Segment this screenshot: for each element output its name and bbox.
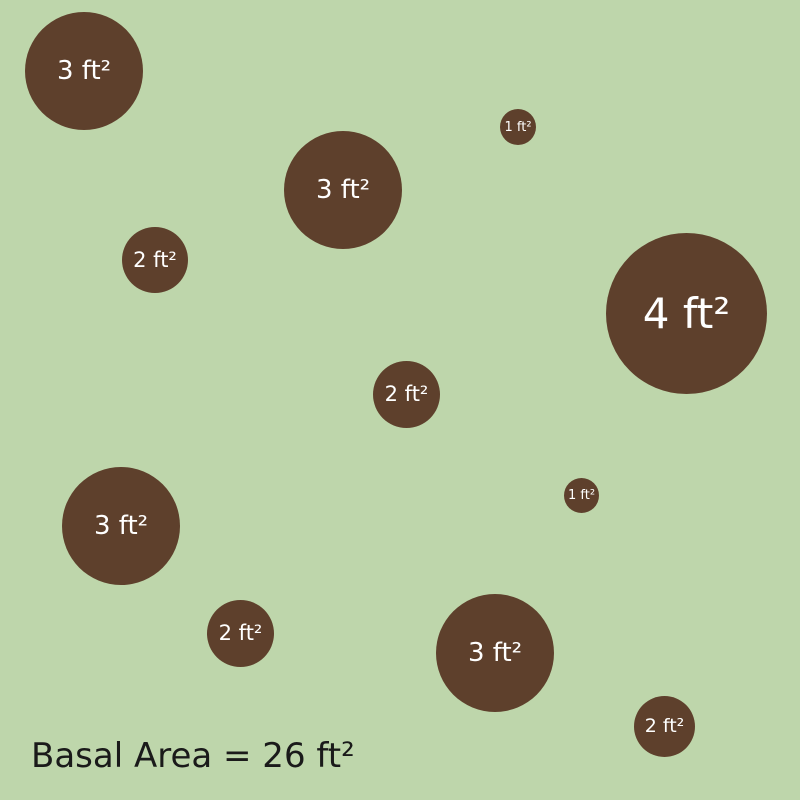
tree-label: 2 ft²	[644, 715, 685, 737]
tree-label: 3 ft²	[467, 638, 523, 668]
tree-label: 4 ft²	[642, 288, 731, 338]
tree-label: 1 ft²	[504, 119, 532, 135]
tree-circle: 4 ft²	[606, 233, 767, 394]
tree-circle: 2 ft²	[373, 361, 440, 428]
tree-circle: 2 ft²	[122, 227, 188, 293]
tree-label: 1 ft²	[567, 488, 596, 503]
tree-circle: 2 ft²	[634, 696, 695, 757]
tree-label: 2 ft²	[384, 382, 429, 406]
basal-area-caption: Basal Area = 26 ft²	[31, 736, 355, 776]
tree-circle: 3 ft²	[62, 467, 180, 585]
tree-circle: 1 ft²	[564, 478, 599, 513]
tree-circle: 1 ft²	[500, 109, 536, 145]
tree-circle: 2 ft²	[207, 600, 274, 667]
tree-circle: 3 ft²	[284, 131, 402, 249]
tree-circle: 3 ft²	[436, 594, 554, 712]
tree-label: 3 ft²	[56, 56, 112, 86]
tree-circle: 3 ft²	[25, 12, 143, 130]
tree-label: 3 ft²	[93, 511, 149, 541]
tree-label: 3 ft²	[315, 175, 371, 205]
tree-label: 2 ft²	[218, 621, 263, 645]
tree-label: 2 ft²	[133, 247, 177, 272]
